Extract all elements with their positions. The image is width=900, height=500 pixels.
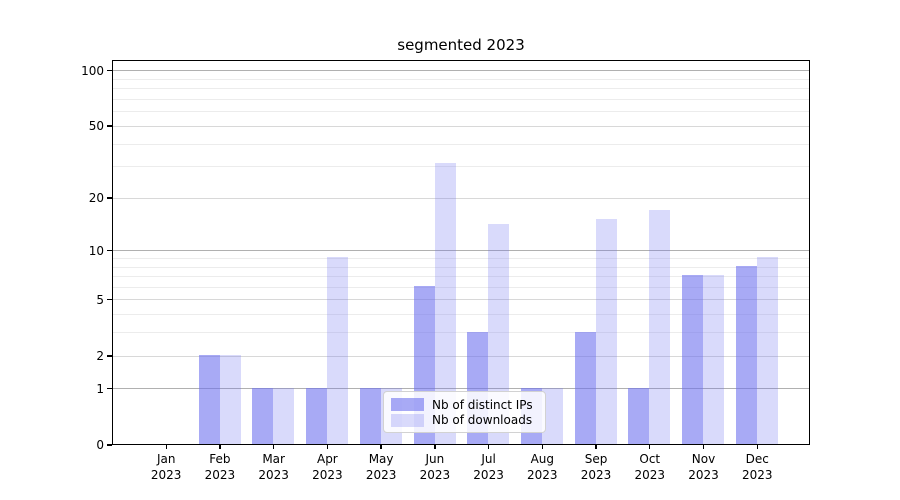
y-tick-mark — [106, 197, 112, 199]
y-tick-mark — [106, 388, 112, 390]
gridline-minor — [113, 286, 809, 288]
bar-distinct-ips-dec — [735, 265, 757, 444]
y-tick-label: 20 — [88, 191, 104, 206]
x-tick-label: Apr 2023 — [312, 452, 343, 482]
gridline-minor — [113, 314, 809, 316]
y-tick-mark — [106, 249, 112, 252]
gridline-minor — [113, 88, 809, 90]
legend-swatch-distinct-ips — [391, 398, 424, 412]
x-tick-label: Feb 2023 — [204, 452, 236, 482]
x-tick-label: Jun 2023 — [419, 452, 451, 482]
y-tick-mark — [106, 444, 112, 446]
bar-downloads-sep — [595, 219, 617, 444]
x-tick-mark — [434, 445, 436, 449]
bar-downloads-feb — [219, 354, 241, 444]
bar-downloads-jun — [434, 162, 456, 444]
bar-distinct-ips-sep — [574, 331, 596, 444]
x-tick-label: Nov 2023 — [688, 452, 719, 482]
bar-downloads-mar — [273, 387, 295, 444]
x-tick-mark — [595, 445, 597, 449]
x-tick-label: Jan 2023 — [150, 452, 182, 482]
gridline-minor — [113, 266, 809, 268]
x-tick-label: May 2023 — [365, 452, 397, 482]
legend: Nb of distinct IPs Nb of downloads — [383, 391, 546, 433]
legend-label-distinct-ips: Nb of distinct IPs — [432, 397, 533, 412]
y-tick-label: 1 — [96, 381, 104, 396]
y-tick-mark — [106, 355, 112, 357]
x-tick-mark — [380, 445, 382, 449]
gridline-minor — [113, 143, 809, 145]
x-tick-mark — [541, 445, 543, 449]
x-tick-mark — [702, 445, 705, 449]
bar-downloads-nov — [703, 275, 725, 444]
legend-swatch-downloads — [391, 413, 424, 427]
gridline-minor — [113, 111, 809, 113]
gridline-minor — [113, 166, 809, 168]
gridline-major — [113, 388, 809, 390]
gridline-minor — [113, 78, 809, 80]
x-tick-mark — [487, 445, 490, 449]
plot-area — [112, 60, 810, 445]
y-tick-label: 10 — [88, 243, 104, 258]
x-tick-mark — [756, 445, 758, 449]
legend-entry-distinct-ips: Nb of distinct IPs — [391, 397, 538, 413]
bar-distinct-ips-oct — [628, 387, 650, 444]
gridline-minor — [113, 276, 809, 278]
gridline-minor — [113, 98, 809, 100]
gridline-mid — [113, 197, 809, 199]
y-tick-mark — [106, 70, 112, 72]
bar-distinct-ips-may — [359, 387, 381, 444]
legend-label-downloads: Nb of downloads — [432, 413, 533, 428]
x-tick-mark — [272, 445, 275, 449]
legend-entry-downloads: Nb of downloads — [391, 413, 538, 429]
bar-downloads-dec — [756, 257, 778, 444]
x-tick-label: Aug 2023 — [527, 452, 558, 482]
x-tick-label: Dec 2023 — [741, 452, 773, 482]
bar-distinct-ips-nov — [682, 275, 704, 444]
x-tick-mark — [326, 445, 329, 449]
x-tick-label: Jul 2023 — [473, 452, 504, 482]
bar-distinct-ips-mar — [252, 387, 274, 444]
x-tick-label: Sep 2023 — [580, 452, 612, 482]
bar-distinct-ips-feb — [198, 354, 220, 444]
gridline-minor — [113, 332, 809, 334]
bar-downloads-jul — [488, 224, 510, 444]
y-tick-mark — [106, 298, 112, 301]
y-tick-label: 2 — [96, 348, 104, 363]
x-tick-label: Oct 2023 — [634, 452, 666, 482]
bar-downloads-oct — [649, 209, 671, 444]
x-tick-mark — [649, 445, 651, 449]
x-tick-label: Mar 2023 — [258, 452, 289, 482]
gridline-major — [113, 250, 809, 252]
y-tick-label: 100 — [81, 63, 104, 78]
bar-distinct-ips-apr — [306, 387, 328, 444]
gridline-mid — [113, 355, 809, 357]
y-tick-label: 0 — [96, 438, 104, 452]
bar-downloads-aug — [542, 387, 563, 444]
gridline-major — [113, 70, 809, 72]
gridline-minor — [113, 257, 809, 259]
x-tick-mark — [165, 445, 167, 449]
gridline-mid — [113, 299, 809, 301]
y-tick-mark — [106, 125, 112, 127]
chart-title: segmented 2023 — [397, 36, 525, 54]
bar-downloads-apr — [327, 257, 349, 444]
y-tick-label: 50 — [88, 119, 104, 134]
y-tick-label: 5 — [96, 292, 104, 307]
x-tick-mark — [219, 445, 221, 449]
gridline-mid — [113, 125, 809, 127]
